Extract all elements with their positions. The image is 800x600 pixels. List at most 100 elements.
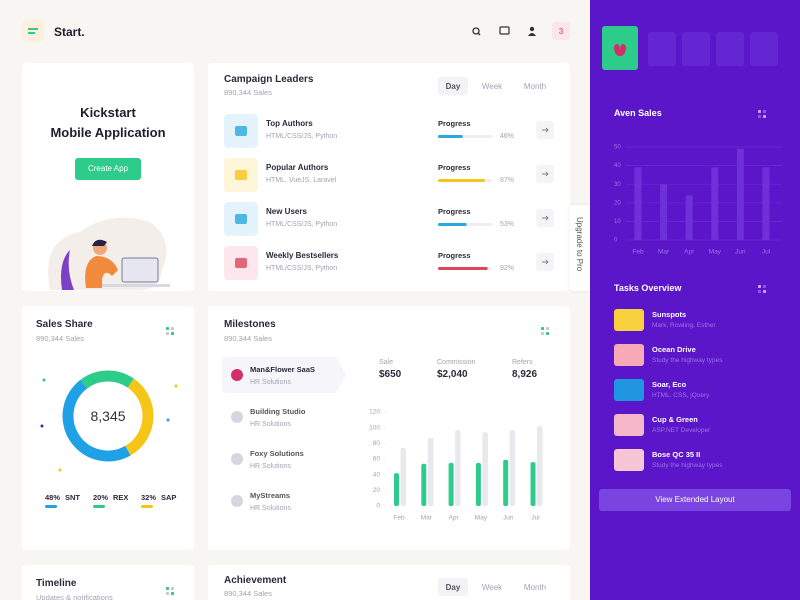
aven-sales-title: Aven Sales (614, 108, 662, 118)
row-arrow-button[interactable] (536, 253, 554, 271)
tab[interactable]: Month (523, 583, 547, 592)
milestones-title: Milestones (224, 319, 276, 330)
item-name[interactable]: Foxy Solutions (250, 449, 304, 458)
extended-layout-label[interactable]: View Extended Layout (655, 495, 735, 504)
user-icon (528, 33, 536, 36)
row-arrow-button[interactable] (536, 121, 554, 139)
achievement-card (208, 565, 570, 600)
sales-share-title: Sales Share (36, 319, 93, 330)
legend-name: REX (113, 493, 129, 502)
tab[interactable]: Week (481, 583, 503, 592)
kickstart-title: Kickstart (80, 105, 136, 120)
kickstart-title: Mobile Application (50, 125, 166, 140)
row-tech: HTML/CSS/JS, Python (266, 221, 338, 228)
stat-value: $650 (379, 369, 402, 380)
task-sub: Study the highway types (652, 357, 723, 364)
progress-value: 92% (500, 265, 515, 272)
badge (552, 22, 570, 40)
timeline-title: Timeline (36, 578, 77, 589)
tab[interactable]: Month (523, 82, 547, 91)
task-name[interactable]: Soar, Eco (652, 380, 687, 389)
tab-active-bg (438, 578, 468, 596)
legend-percent: 20% (93, 493, 109, 502)
legend-swatch (45, 505, 57, 508)
stat-label: Sale (379, 359, 394, 366)
task-sub: Study the highway types (652, 462, 723, 469)
create-app-button[interactable] (75, 158, 141, 180)
task-name[interactable]: Ocean Drive (652, 345, 696, 354)
task-name[interactable]: Bose QC 35 II (652, 450, 701, 459)
milestones-subtitle: 890,344 Sales (224, 334, 272, 343)
row-name: Weekly Bestsellers (266, 251, 339, 260)
progress-value: 87% (500, 177, 515, 184)
task-thumb (614, 379, 644, 401)
row-name: Top Authors (266, 119, 313, 128)
row-tech: HTML/CSS/JS, Python (266, 133, 338, 140)
upgrade-label[interactable]: Upgrade to Pro (575, 217, 584, 272)
task-thumb (614, 414, 644, 436)
user-icon (529, 26, 535, 32)
sidebar-icon[interactable] (716, 32, 744, 66)
tab-active-bg (438, 77, 468, 95)
timeline-card (22, 565, 194, 600)
row-name: New Users (266, 207, 307, 216)
legend-swatch (141, 505, 153, 508)
row-name: Popular Authors (266, 163, 329, 172)
sidebar-icon[interactable] (682, 32, 710, 66)
upgrade-tab[interactable] (570, 205, 590, 291)
stat-value: $2,040 (437, 369, 468, 380)
task-sub: Mark, Rowling, Esther (652, 322, 716, 329)
legend-name: SAP (161, 493, 177, 502)
create-app-label[interactable]: Create App (87, 164, 129, 173)
progress-label: Progress (438, 207, 471, 216)
row-arrow-button[interactable] (536, 209, 554, 227)
sidebar-icon-active[interactable] (602, 26, 638, 70)
search-icon (472, 27, 480, 35)
progress-value: 53% (500, 221, 515, 228)
row-icon (224, 246, 258, 280)
legend-name: SNT (65, 493, 80, 502)
item-sub: HR Solutions (250, 421, 291, 428)
logo-icon (22, 20, 44, 42)
badge-count: 3 (558, 27, 564, 36)
task-thumb (614, 309, 644, 331)
progress-label: Progress (438, 119, 471, 128)
row-tech: HTML, VueJS, Laravel (266, 177, 337, 184)
tab[interactable]: Day (445, 583, 461, 592)
campaign-card (208, 63, 570, 291)
legend-swatch (93, 505, 105, 508)
item-sub: HR Solutions (250, 463, 291, 470)
legend-percent: 32% (141, 493, 157, 502)
sidebar-icon[interactable] (750, 32, 778, 66)
sidebar-icon[interactable] (648, 32, 676, 66)
row-icon (224, 158, 258, 192)
item-name[interactable]: Man&Flower SaaS (250, 365, 316, 374)
milestones-card (208, 306, 570, 550)
campaign-subtitle: 890,344 Sales (224, 88, 272, 97)
item-sub: HR Solutions (250, 505, 291, 512)
item-name[interactable]: MyStreams (250, 491, 291, 500)
row-icon (224, 114, 258, 148)
achievement-subtitle: 890,344 Sales (224, 589, 272, 598)
task-sub: ASP.NET Developer (652, 427, 711, 434)
stat-label: Commission (437, 359, 476, 366)
timeline-subtitle: Updates & notifications (36, 593, 113, 600)
task-thumb (614, 449, 644, 471)
task-thumb (614, 344, 644, 366)
achievement-title: Achievement (224, 575, 287, 586)
row-icon (224, 202, 258, 236)
item-sub: HR Solutions (250, 379, 291, 386)
campaign-title: Campaign Leaders (224, 74, 314, 85)
sales-share-subtitle: 890,344 Sales (36, 334, 84, 343)
tab[interactable]: Week (481, 82, 503, 91)
row-arrow-button[interactable] (536, 165, 554, 183)
progress-label: Progress (438, 251, 471, 260)
task-name[interactable]: Sunspots (652, 310, 687, 319)
extended-layout-button[interactable] (599, 489, 791, 511)
stat-label: Refers (512, 359, 533, 366)
tab[interactable]: Day (445, 82, 461, 91)
item-name[interactable]: Building Studio (250, 407, 306, 416)
task-name[interactable]: Cup & Green (652, 415, 698, 424)
chat-icon (499, 26, 510, 35)
